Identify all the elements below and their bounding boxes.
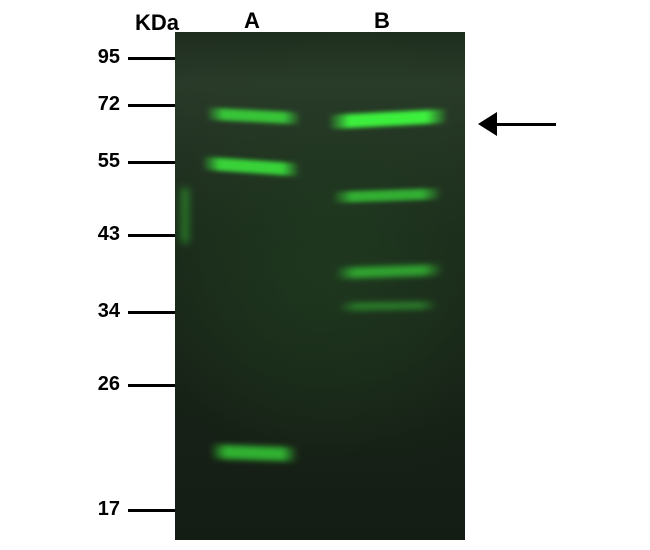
lane-label-b: B bbox=[362, 8, 402, 34]
mw-label-26: 26 bbox=[65, 373, 120, 396]
mw-label-95: 95 bbox=[65, 46, 120, 69]
mw-tick-72 bbox=[128, 104, 175, 107]
blot-figure: KDa A B 95 72 55 43 34 26 17 bbox=[0, 0, 650, 550]
target-band-arrow bbox=[478, 112, 556, 136]
band-a-3 bbox=[180, 188, 190, 243]
arrow-head-icon bbox=[478, 112, 497, 136]
mw-label-55: 55 bbox=[65, 150, 120, 173]
mw-tick-43 bbox=[128, 234, 175, 237]
lane-label-a: A bbox=[232, 8, 272, 34]
mw-tick-95 bbox=[128, 57, 175, 60]
mw-tick-26 bbox=[128, 384, 175, 387]
mw-label-43: 43 bbox=[65, 223, 120, 246]
mw-label-72: 72 bbox=[65, 93, 120, 116]
mw-tick-55 bbox=[128, 161, 175, 164]
mw-label-17: 17 bbox=[65, 498, 120, 521]
mw-tick-17 bbox=[128, 509, 175, 512]
mw-label-34: 34 bbox=[65, 300, 120, 323]
mw-tick-34 bbox=[128, 311, 175, 314]
arrow-shaft bbox=[490, 123, 556, 126]
unit-label: KDa bbox=[135, 10, 179, 36]
